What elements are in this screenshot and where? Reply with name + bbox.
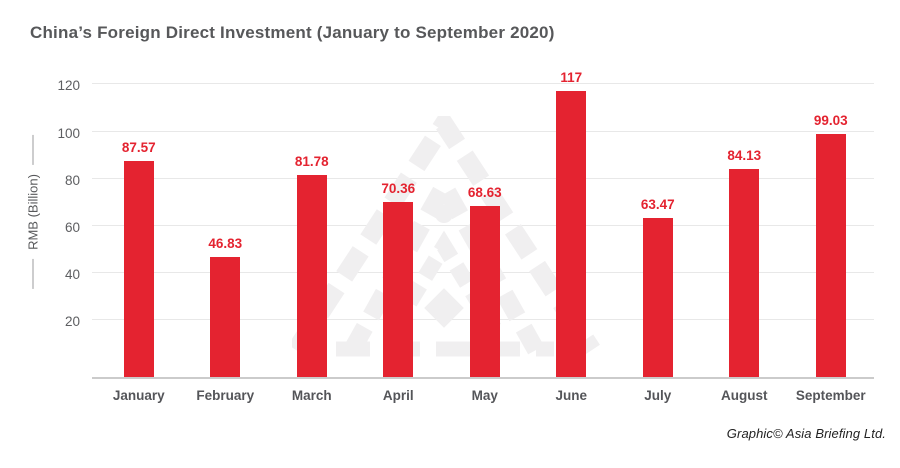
bar-july [642, 217, 673, 377]
bar-may [469, 205, 500, 377]
x-axis-label-april: April [382, 388, 414, 403]
bar-group-may: 68.63 [440, 185, 530, 377]
bar-august [729, 169, 760, 377]
bar-june [556, 91, 587, 377]
bar-group-september: 99.03 [786, 113, 876, 377]
y-tick-label-80: 80 [64, 172, 80, 188]
x-axis-label-july: July [644, 388, 672, 403]
value-label-june: 117 [560, 70, 583, 86]
bar-march [296, 174, 327, 377]
bar-january [123, 160, 154, 377]
y-tick-label-20: 20 [64, 314, 80, 330]
value-label-march: 81.78 [294, 153, 329, 169]
x-axis-label-february: February [196, 388, 255, 403]
x-axis-label-june: June [555, 388, 588, 403]
bar-group-august: 84.13 [699, 148, 789, 377]
bar-group-june: 117 [526, 70, 616, 377]
bar-group-february: 46.83 [180, 236, 270, 377]
plot-area: 87.57 46.83 81.78 70.36 68.63 117 63.47 84.13 99… [92, 60, 874, 379]
gridline-120 [92, 83, 874, 85]
x-axis-label-august: August [721, 388, 768, 403]
value-label-august: 84.13 [727, 148, 762, 164]
x-axis-label-may: May [471, 388, 498, 403]
y-tick-label-100: 100 [57, 125, 80, 141]
x-axis-label-march: March [291, 388, 332, 403]
y-axis-title: RMB (Billion) [26, 135, 41, 289]
gridline-100 [92, 130, 874, 132]
bar-group-march: 81.78 [267, 154, 357, 377]
x-axis-label-january: January [112, 388, 165, 403]
chart-title: China’s Foreign Direct Investment (Janua… [30, 23, 555, 42]
value-label-january: 87.57 [121, 139, 156, 155]
value-label-february: 46.83 [208, 236, 243, 252]
value-label-april: 70.36 [381, 180, 416, 196]
credit-line: Graphic© Asia Briefing Ltd. [726, 426, 886, 441]
bar-april [383, 201, 414, 377]
bar-group-april: 70.36 [353, 181, 443, 377]
y-tick-label-60: 60 [64, 219, 80, 235]
bar-group-july: 63.47 [613, 197, 703, 377]
value-label-september: 99.03 [813, 112, 848, 128]
value-label-may: 68.63 [467, 184, 502, 200]
y-tick-label-120: 120 [57, 78, 80, 94]
x-axis-label-september: September [795, 388, 866, 403]
y-tick-label-40: 40 [64, 267, 80, 283]
bar-february [210, 257, 241, 377]
bar-september [815, 133, 846, 377]
bar-group-january: 87.57 [94, 140, 184, 377]
value-label-july: 63.47 [640, 196, 675, 212]
